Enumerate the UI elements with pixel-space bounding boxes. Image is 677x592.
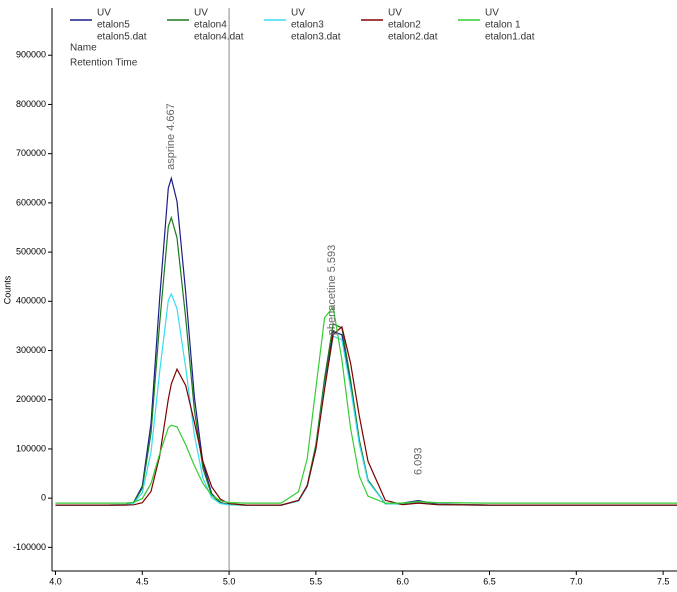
y-axis-label: Counts [2, 275, 12, 304]
peak-annotation: asprine 4.667 [165, 103, 177, 170]
x-tick-label: 5.5 [310, 576, 323, 586]
y-tick-label: 400000 [16, 296, 46, 306]
x-tick-label: 7.5 [657, 576, 670, 586]
y-tick-label: 100000 [16, 443, 46, 453]
legend-file: etalon1.dat [485, 32, 535, 43]
x-tick-label: 7.0 [570, 576, 583, 586]
series-line [55, 305, 677, 504]
y-tick-label: 500000 [16, 246, 46, 256]
x-tick-label: 6.0 [396, 576, 409, 586]
y-tick-label: 300000 [16, 345, 46, 355]
header-label: Name [70, 43, 97, 54]
peak-annotation: phenacetine 5.593 [326, 245, 338, 336]
legend-detector: UV [485, 8, 499, 19]
legend-file: etalon3.dat [291, 32, 341, 43]
legend-name: etalon3 [291, 20, 324, 31]
legend-file: etalon2.dat [388, 32, 438, 43]
x-tick-label: 4.5 [136, 576, 149, 586]
series-line [55, 325, 677, 506]
y-tick-label: 0 [41, 493, 46, 503]
legend-detector: UV [97, 8, 111, 19]
y-tick-label: 800000 [16, 99, 46, 109]
y-tick-label: 900000 [16, 50, 46, 60]
legend-detector: UV [194, 8, 208, 19]
legend-name: etalon5 [97, 20, 130, 31]
legend-name: etalon 1 [485, 20, 521, 31]
header-label: Retention Time [70, 58, 138, 69]
peak-annotation: 6.093 [413, 448, 425, 476]
y-tick-label: 700000 [16, 148, 46, 158]
x-tick-label: 6.5 [483, 576, 496, 586]
legend-file: etalon5.dat [97, 32, 147, 43]
legend-name: etalon4 [194, 20, 227, 31]
y-tick-label: -100000 [13, 542, 46, 552]
legend-detector: UV [388, 8, 402, 19]
y-tick-label: 200000 [16, 394, 46, 404]
x-tick-label: 5.0 [223, 576, 236, 586]
x-tick-label: 4.0 [49, 576, 62, 586]
legend-name: etalon2 [388, 20, 421, 31]
legend-file: etalon4.dat [194, 32, 244, 43]
legend-detector: UV [291, 8, 305, 19]
y-tick-label: 600000 [16, 197, 46, 207]
